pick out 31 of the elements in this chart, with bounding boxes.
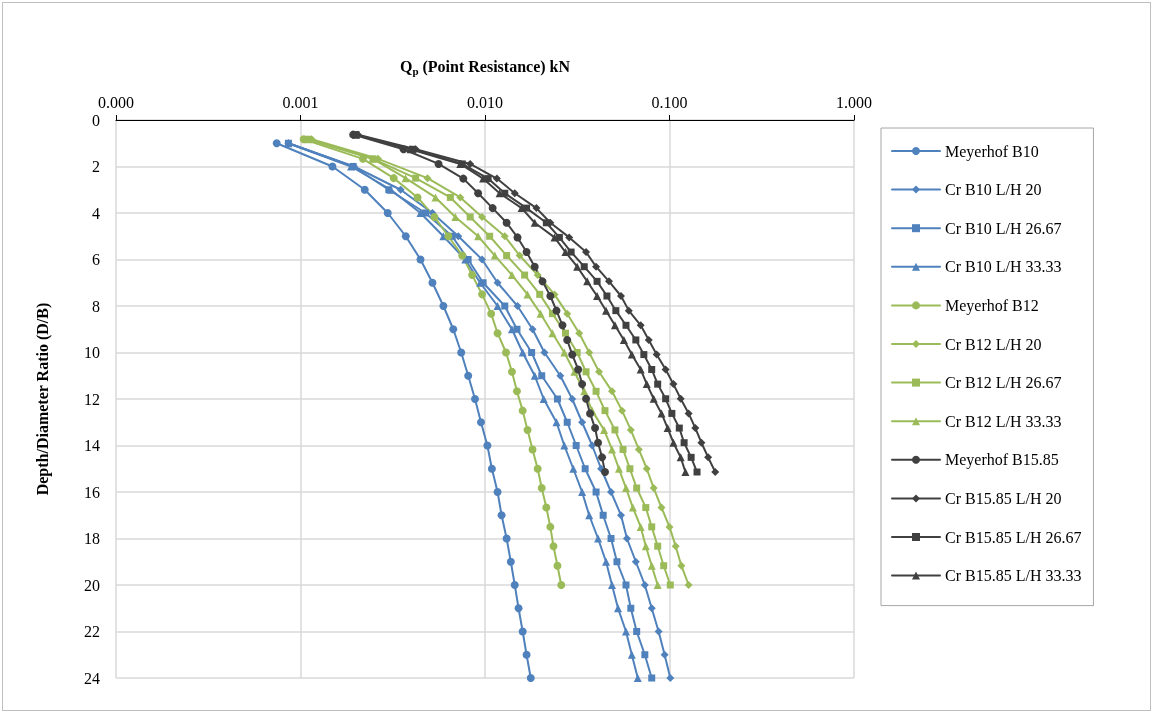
y-tick-label: 0 [92,111,100,129]
y-tick-label: 22 [84,623,100,640]
y-axis-title: Depth/Diameter Ratio (D/B) [33,302,52,496]
legend-label: Cr B15.85 L/H 20 [945,489,1062,507]
y-tick-label: 18 [84,530,100,547]
y-tick-label: 4 [92,204,100,222]
legend-label: Cr B10 L/H 26.67 [945,219,1062,237]
y-tick-label: 8 [92,297,100,315]
legend-label: Meyerhof B12 [945,296,1039,315]
y-tick-label: 16 [84,483,100,501]
x-tick-label: 0.001 [282,93,319,111]
legend-label: Cr B15.85 L/H 26.67 [945,528,1082,546]
y-tick-label: 20 [84,576,100,594]
legend-label: Cr B10 L/H 33.33 [945,258,1062,276]
y-tick-label: 12 [84,390,100,408]
legend-label: Meyerhof B10 [945,142,1039,161]
legend-label: Cr B12 L/H 20 [945,335,1042,353]
x-tick-label: 0.100 [651,93,688,111]
x-tick-label: 0.000 [98,93,134,111]
legend-label: Cr B15.85 L/H 33.33 [945,567,1082,585]
legend-label: Cr B12 L/H 33.33 [945,412,1062,430]
x-tick-label: 1.000 [836,93,872,111]
legend-label: Cr B12 L/H 26.67 [945,374,1062,392]
y-tick-label: 6 [92,251,100,268]
y-tick-label: 10 [84,344,100,361]
y-tick-label: 24 [84,669,100,687]
y-tick-label: 2 [92,158,100,175]
legend-label: Meyerhof B15.85 [945,451,1059,470]
legend-label: Cr B10 L/H 20 [945,181,1042,199]
y-tick-label: 14 [84,437,100,454]
x-tick-label: 0.010 [467,93,503,111]
